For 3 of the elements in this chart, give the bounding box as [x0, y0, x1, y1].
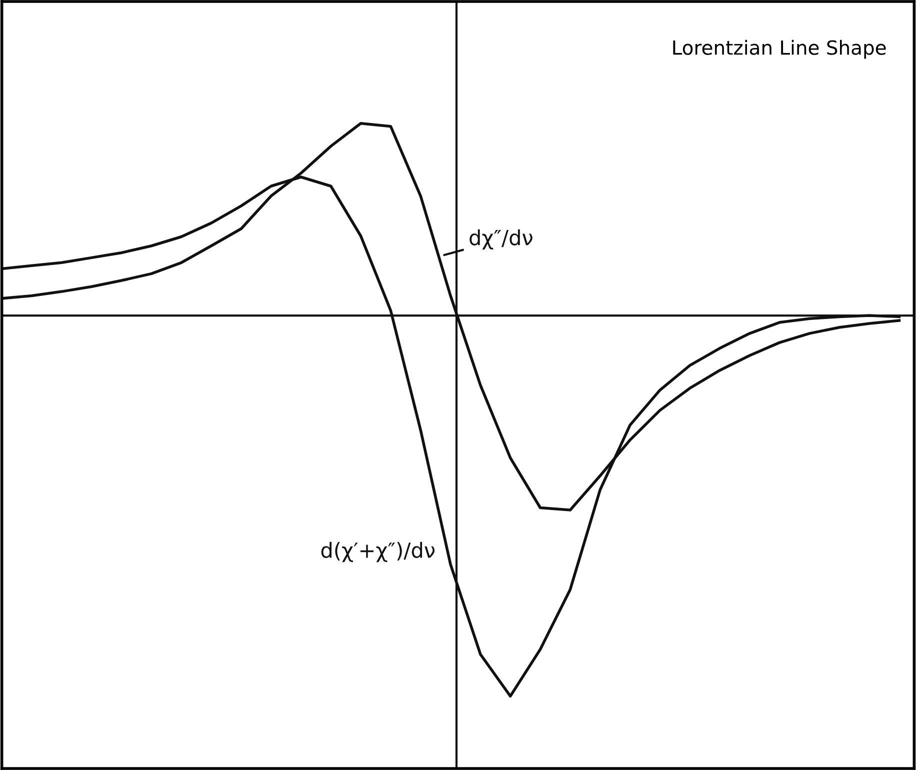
chart-title: Lorentzian Line Shape [673, 40, 886, 59]
series-label: d(χ′+χ″)/dν [321, 542, 435, 562]
legend-label: dχ″/dν [470, 229, 532, 250]
